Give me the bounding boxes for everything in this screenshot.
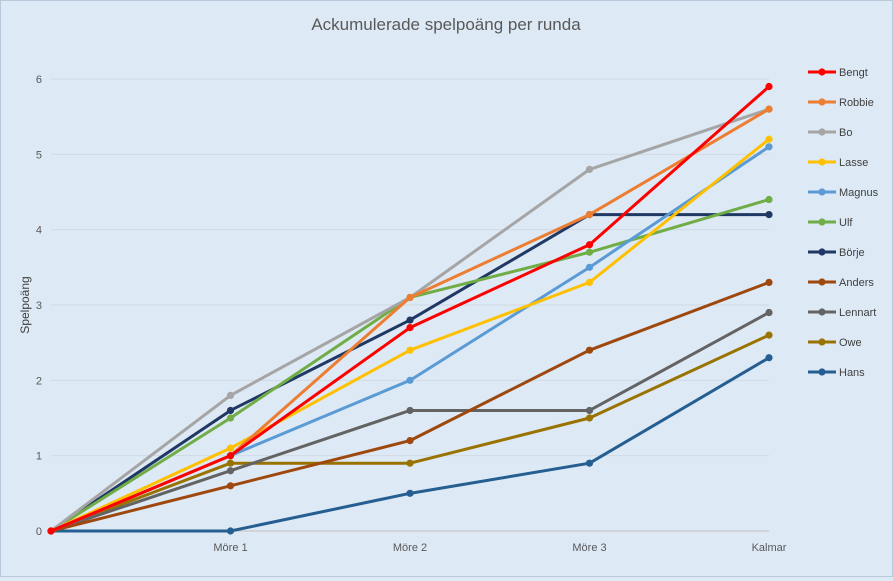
series-lasse (47, 135, 773, 535)
legend-swatch-marker (818, 218, 826, 226)
series-hans (47, 354, 773, 535)
legend-label: Börje (839, 247, 865, 259)
x-tick-label: Möre 2 (393, 542, 427, 554)
legend-item: Magnus (808, 187, 879, 199)
data-point (585, 248, 594, 256)
legend-item: Hans (808, 367, 865, 379)
data-point (765, 308, 773, 317)
data-point (226, 527, 235, 535)
y-tick-label: 4 (36, 225, 42, 237)
data-point (406, 324, 414, 332)
data-point (406, 437, 414, 445)
legend-item: Börje (808, 247, 865, 259)
legend-item: Bo (808, 127, 852, 139)
data-point (226, 467, 235, 475)
data-point (406, 406, 414, 415)
legend-item: Bengt (808, 67, 868, 79)
y-axis-ticks: 0 1 2 3 4 5 6 (36, 74, 42, 538)
data-point (585, 459, 594, 467)
legend-label: Lasse (839, 157, 868, 169)
data-point (226, 444, 235, 452)
legend-label: Magnus (839, 187, 879, 199)
x-tick-label: Kalmar (752, 542, 787, 554)
legend-label: Owe (839, 337, 862, 349)
chart-title: Ackumulerade spelpoäng per runda (311, 15, 581, 34)
x-tick-label: Möre 1 (213, 542, 247, 554)
legend-swatch-marker (818, 128, 826, 136)
legend-item: Robbie (808, 97, 874, 109)
legend-swatch-marker (818, 248, 826, 256)
data-point (585, 263, 594, 271)
data-point (765, 105, 773, 113)
data-point (406, 376, 414, 384)
series-line (49, 145, 771, 533)
data-point (406, 316, 414, 324)
data-point (406, 346, 414, 354)
data-point (406, 489, 414, 497)
legend-swatch-marker (818, 278, 826, 286)
legend-label: Hans (839, 367, 865, 379)
legend-label: Anders (839, 277, 874, 289)
data-point (585, 278, 594, 286)
legend-swatch-marker (818, 158, 826, 166)
legend-label: Bo (839, 127, 852, 139)
y-axis-title: Spelpoäng (18, 276, 32, 333)
legend-item: Anders (808, 277, 874, 289)
legend-swatch-marker (818, 308, 826, 316)
data-point (765, 278, 773, 286)
legend-swatch-marker (818, 368, 826, 376)
data-point (765, 135, 773, 143)
data-point (226, 414, 235, 422)
data-point (765, 82, 773, 91)
y-tick-label: 1 (36, 451, 42, 463)
legend-swatch-marker (818, 188, 826, 196)
data-point (585, 346, 594, 354)
data-point (47, 527, 55, 535)
series-lennart (47, 308, 773, 535)
data-point (765, 331, 773, 339)
data-point (585, 241, 594, 249)
data-point (406, 459, 414, 467)
series-magnus (47, 143, 773, 535)
series-lines (47, 82, 773, 535)
legend-label: Lennart (839, 307, 876, 319)
data-point (585, 414, 594, 422)
legend-item: Lennart (808, 307, 876, 319)
legend-label: Robbie (839, 97, 874, 109)
legend: Bengt Robbie Bo Lasse Magnus Ulf Börje Anders Le… (808, 67, 879, 379)
x-tick-label: Möre 3 (572, 542, 606, 554)
data-point (226, 406, 235, 415)
series-line (49, 137, 771, 533)
y-tick-label: 0 (36, 526, 42, 538)
data-point (226, 482, 235, 490)
series-line (49, 333, 771, 533)
legend-swatch-marker (818, 338, 826, 346)
data-point (585, 406, 594, 415)
legend-item: Ulf (808, 217, 853, 229)
legend-swatch-marker (818, 98, 826, 106)
legend-label: Ulf (839, 217, 853, 229)
legend-item: Owe (808, 337, 862, 349)
data-point (226, 459, 235, 467)
y-tick-label: 3 (36, 300, 42, 312)
legend-item: Lasse (808, 157, 868, 169)
y-tick-label: 5 (36, 149, 42, 161)
y-tick-label: 2 (36, 375, 42, 387)
data-point (585, 211, 594, 219)
y-tick-label: 6 (36, 74, 42, 86)
data-point (765, 211, 773, 219)
series-bengt (47, 82, 773, 535)
legend-swatch-marker (818, 68, 826, 76)
data-point (585, 165, 594, 173)
data-point (406, 293, 414, 302)
x-axis-ticks: Möre 1 Möre 2 Möre 3 Kalmar (213, 542, 786, 554)
legend-label: Bengt (839, 67, 868, 79)
data-point (765, 195, 773, 204)
data-point (765, 354, 773, 362)
data-point (765, 143, 773, 151)
data-point (226, 452, 235, 460)
data-point (226, 391, 235, 399)
